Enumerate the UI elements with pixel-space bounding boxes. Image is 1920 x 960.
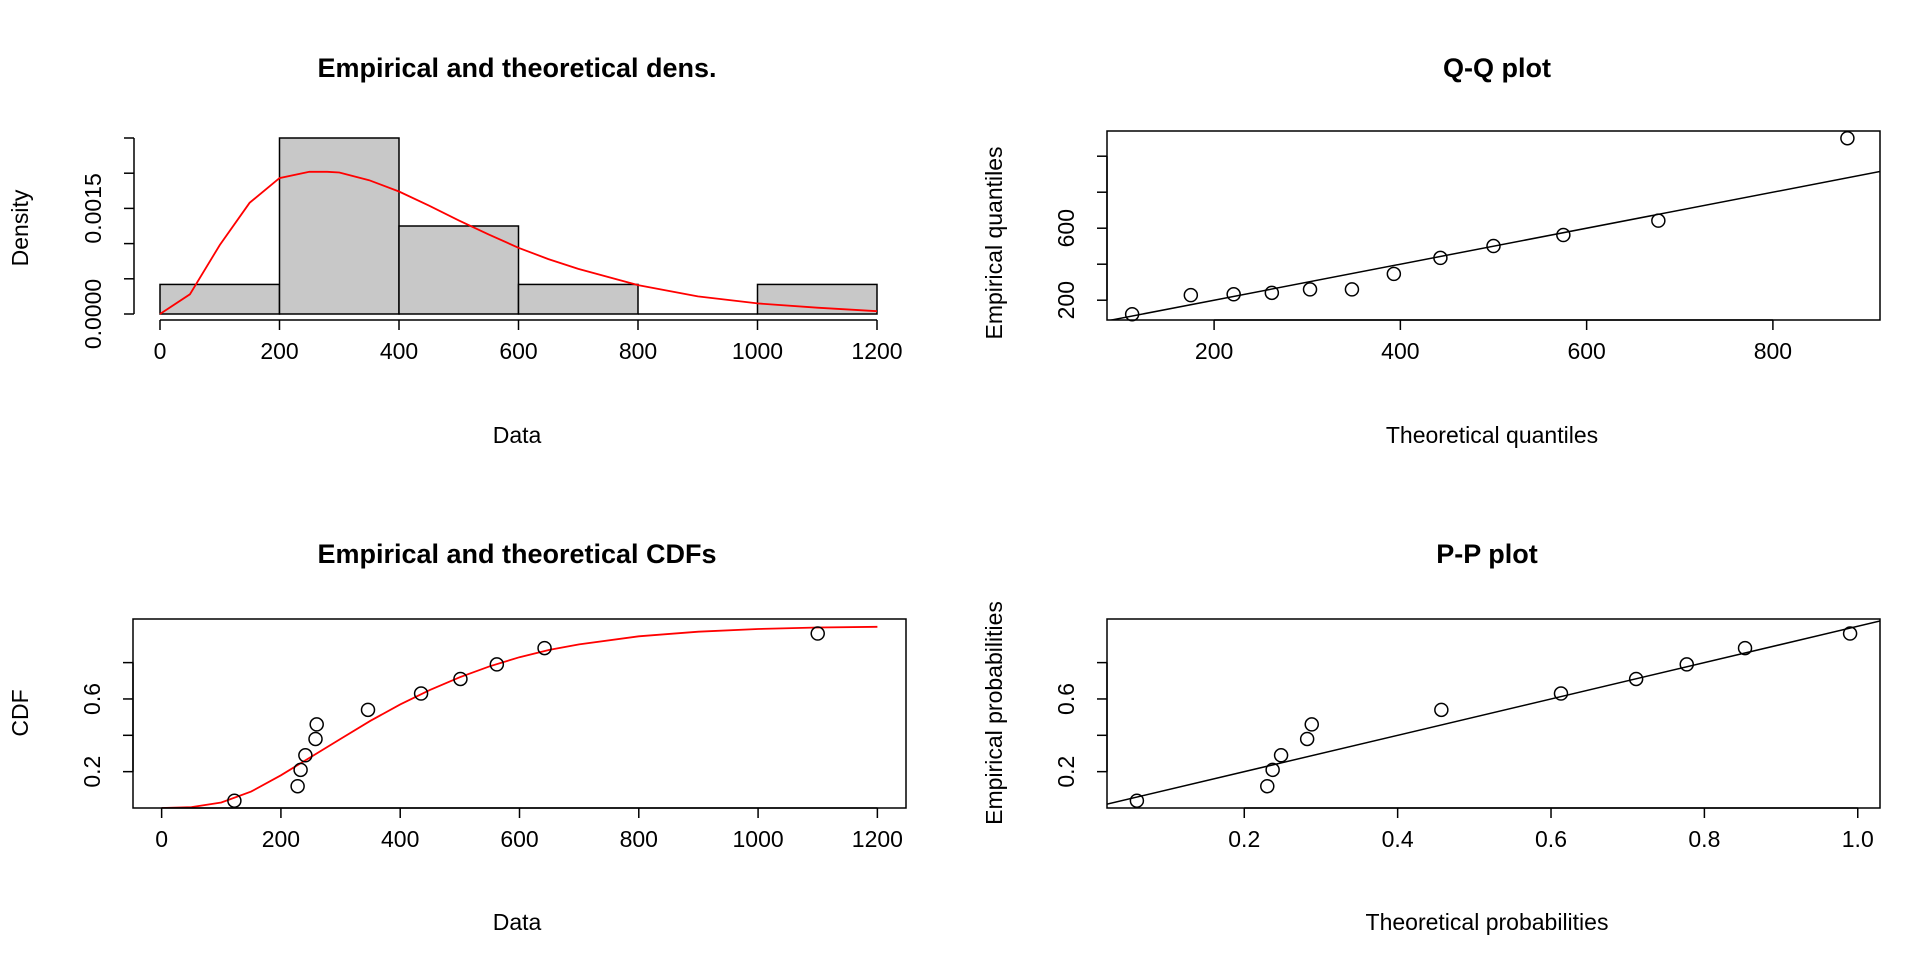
cdf-y-axis-label: CDF [7,689,33,736]
pp-point [1434,702,1449,718]
cdf-empirical-point [810,626,825,641]
pp-y-tick-label: 0.2 [1053,756,1079,788]
pp-x-axis-label: Theoretical probabilities [1366,909,1609,935]
cdf-empirical-point [489,657,505,672]
pp-x-tick-label: 0.4 [1382,826,1414,852]
cdf-x-tick-label: 0 [155,826,168,852]
qq-y-tick-label: 200 [1053,281,1079,319]
qq-point [1264,285,1280,301]
cdf-x-tick-label: 600 [500,826,538,852]
cdf-empirical-point [293,762,308,778]
pp-point [1304,717,1320,732]
density-x-tick-label: 1200 [851,338,902,364]
cdf-empirical-point [360,702,376,718]
pp-point [1265,762,1280,778]
pp-point [1260,778,1275,794]
pp-title: P-P plot [1436,539,1538,569]
density-x-tick-label: 600 [499,338,537,364]
panel-qq: Q-Q plot Theoretical quantiles Empirical… [981,53,1881,448]
pp-y-axis-label: Empirical probabilities [981,601,1007,825]
pp-point [1129,793,1145,808]
qq-x-tick-label: 800 [1754,338,1792,364]
cdf-theoretical-curve [161,625,878,808]
qq-plot-frame [1106,130,1881,321]
pp-point [1273,748,1289,763]
density-x-tick-label: 800 [619,338,657,364]
qq-y-axis-label: Empirical quantiles [981,146,1007,339]
cdf-empirical-point [308,731,323,747]
pp-x-tick-label: 0.8 [1688,826,1720,852]
density-bar [517,283,639,315]
panel-pp: P-P plot Theoretical probabilities Empir… [981,539,1881,935]
density-title: Empirical and theoretical dens. [317,53,716,83]
qq-point [1556,227,1571,243]
cdf-empirical-point [453,671,468,687]
qq-marks: 200 400 600 800 200 600 [1053,130,1881,364]
qq-x-axis-label: Theoretical quantiles [1386,422,1598,448]
qq-point [1433,250,1448,266]
cdf-plot-frame [132,618,907,809]
density-x-axis-label: Data [493,422,542,448]
panel-cdf: Empirical and theoretical CDFs Data CDF … [7,539,907,935]
qq-point [1486,238,1501,254]
density-bar [756,283,878,315]
pp-point [1628,671,1644,687]
cdf-title: Empirical and theoretical CDFs [317,539,716,569]
density-bar [159,283,281,315]
density-bar [398,225,520,315]
qq-point [1386,266,1402,282]
pp-point [1842,626,1858,641]
cdf-x-tick-label: 200 [262,826,300,852]
cdf-x-tick-label: 400 [381,826,419,852]
pp-x-tick-label: 0.6 [1535,826,1567,852]
cdf-x-tick-label: 800 [620,826,658,852]
qq-point [1226,287,1241,302]
pp-point [1737,640,1753,656]
density-bar [278,137,400,315]
cdf-x-axis-label: Data [493,909,542,935]
pp-y-tick-label: 0.6 [1053,683,1079,715]
cdf-empirical-point [298,748,313,763]
cdf-x-tick-label: 1200 [852,826,903,852]
density-y-axis-label: Density [7,189,33,266]
density-theoretical-curve [159,170,878,315]
pp-x-tick-label: 1.0 [1842,826,1874,852]
density-y-tick-label: 0.0000 [80,279,106,349]
density-y-tick-label: 0.0015 [80,173,106,243]
density-x-tick-label: 1000 [732,338,783,364]
density-x-tick-label: 0 [154,338,167,364]
cdf-empirical-point [537,640,552,656]
density-marks: 0 200 400 600 800 1000 1200 0.0000 0.0015 [80,137,903,364]
pp-x-tick-label: 0.2 [1228,826,1260,852]
pp-plot-frame [1106,618,1881,809]
cdf-x-tick-label: 1000 [732,826,783,852]
qq-reference-line [1107,170,1880,320]
qq-title: Q-Q plot [1443,53,1551,83]
cdf-marks: 0 200 400 600 800 1000 1200 0.2 0.6 [79,618,907,852]
pp-point [1299,731,1315,747]
pp-point [1553,686,1569,701]
cdf-y-tick-label: 0.6 [79,683,105,715]
qq-point [1344,282,1360,297]
density-x-tick-label: 200 [260,338,298,364]
cdf-empirical-point [309,717,324,732]
density-x-tick-label: 400 [380,338,418,364]
qq-y-tick-label: 600 [1053,209,1079,247]
pp-point [1679,657,1694,672]
cdf-empirical-point [227,793,242,808]
qq-x-tick-label: 400 [1381,338,1419,364]
cdf-empirical-point [413,686,429,701]
qq-point [1183,287,1199,303]
qq-x-tick-label: 200 [1195,338,1233,364]
cdf-empirical-point [290,778,305,794]
qq-point [1651,213,1666,228]
pp-marks: 0.2 0.4 0.6 0.8 1.0 0.2 0.6 [1053,618,1881,852]
qq-point [1302,282,1318,297]
cdf-y-tick-label: 0.2 [79,756,105,788]
qq-x-tick-label: 600 [1567,338,1605,364]
panel-density: Empirical and theoretical dens. Data Den… [7,53,903,448]
